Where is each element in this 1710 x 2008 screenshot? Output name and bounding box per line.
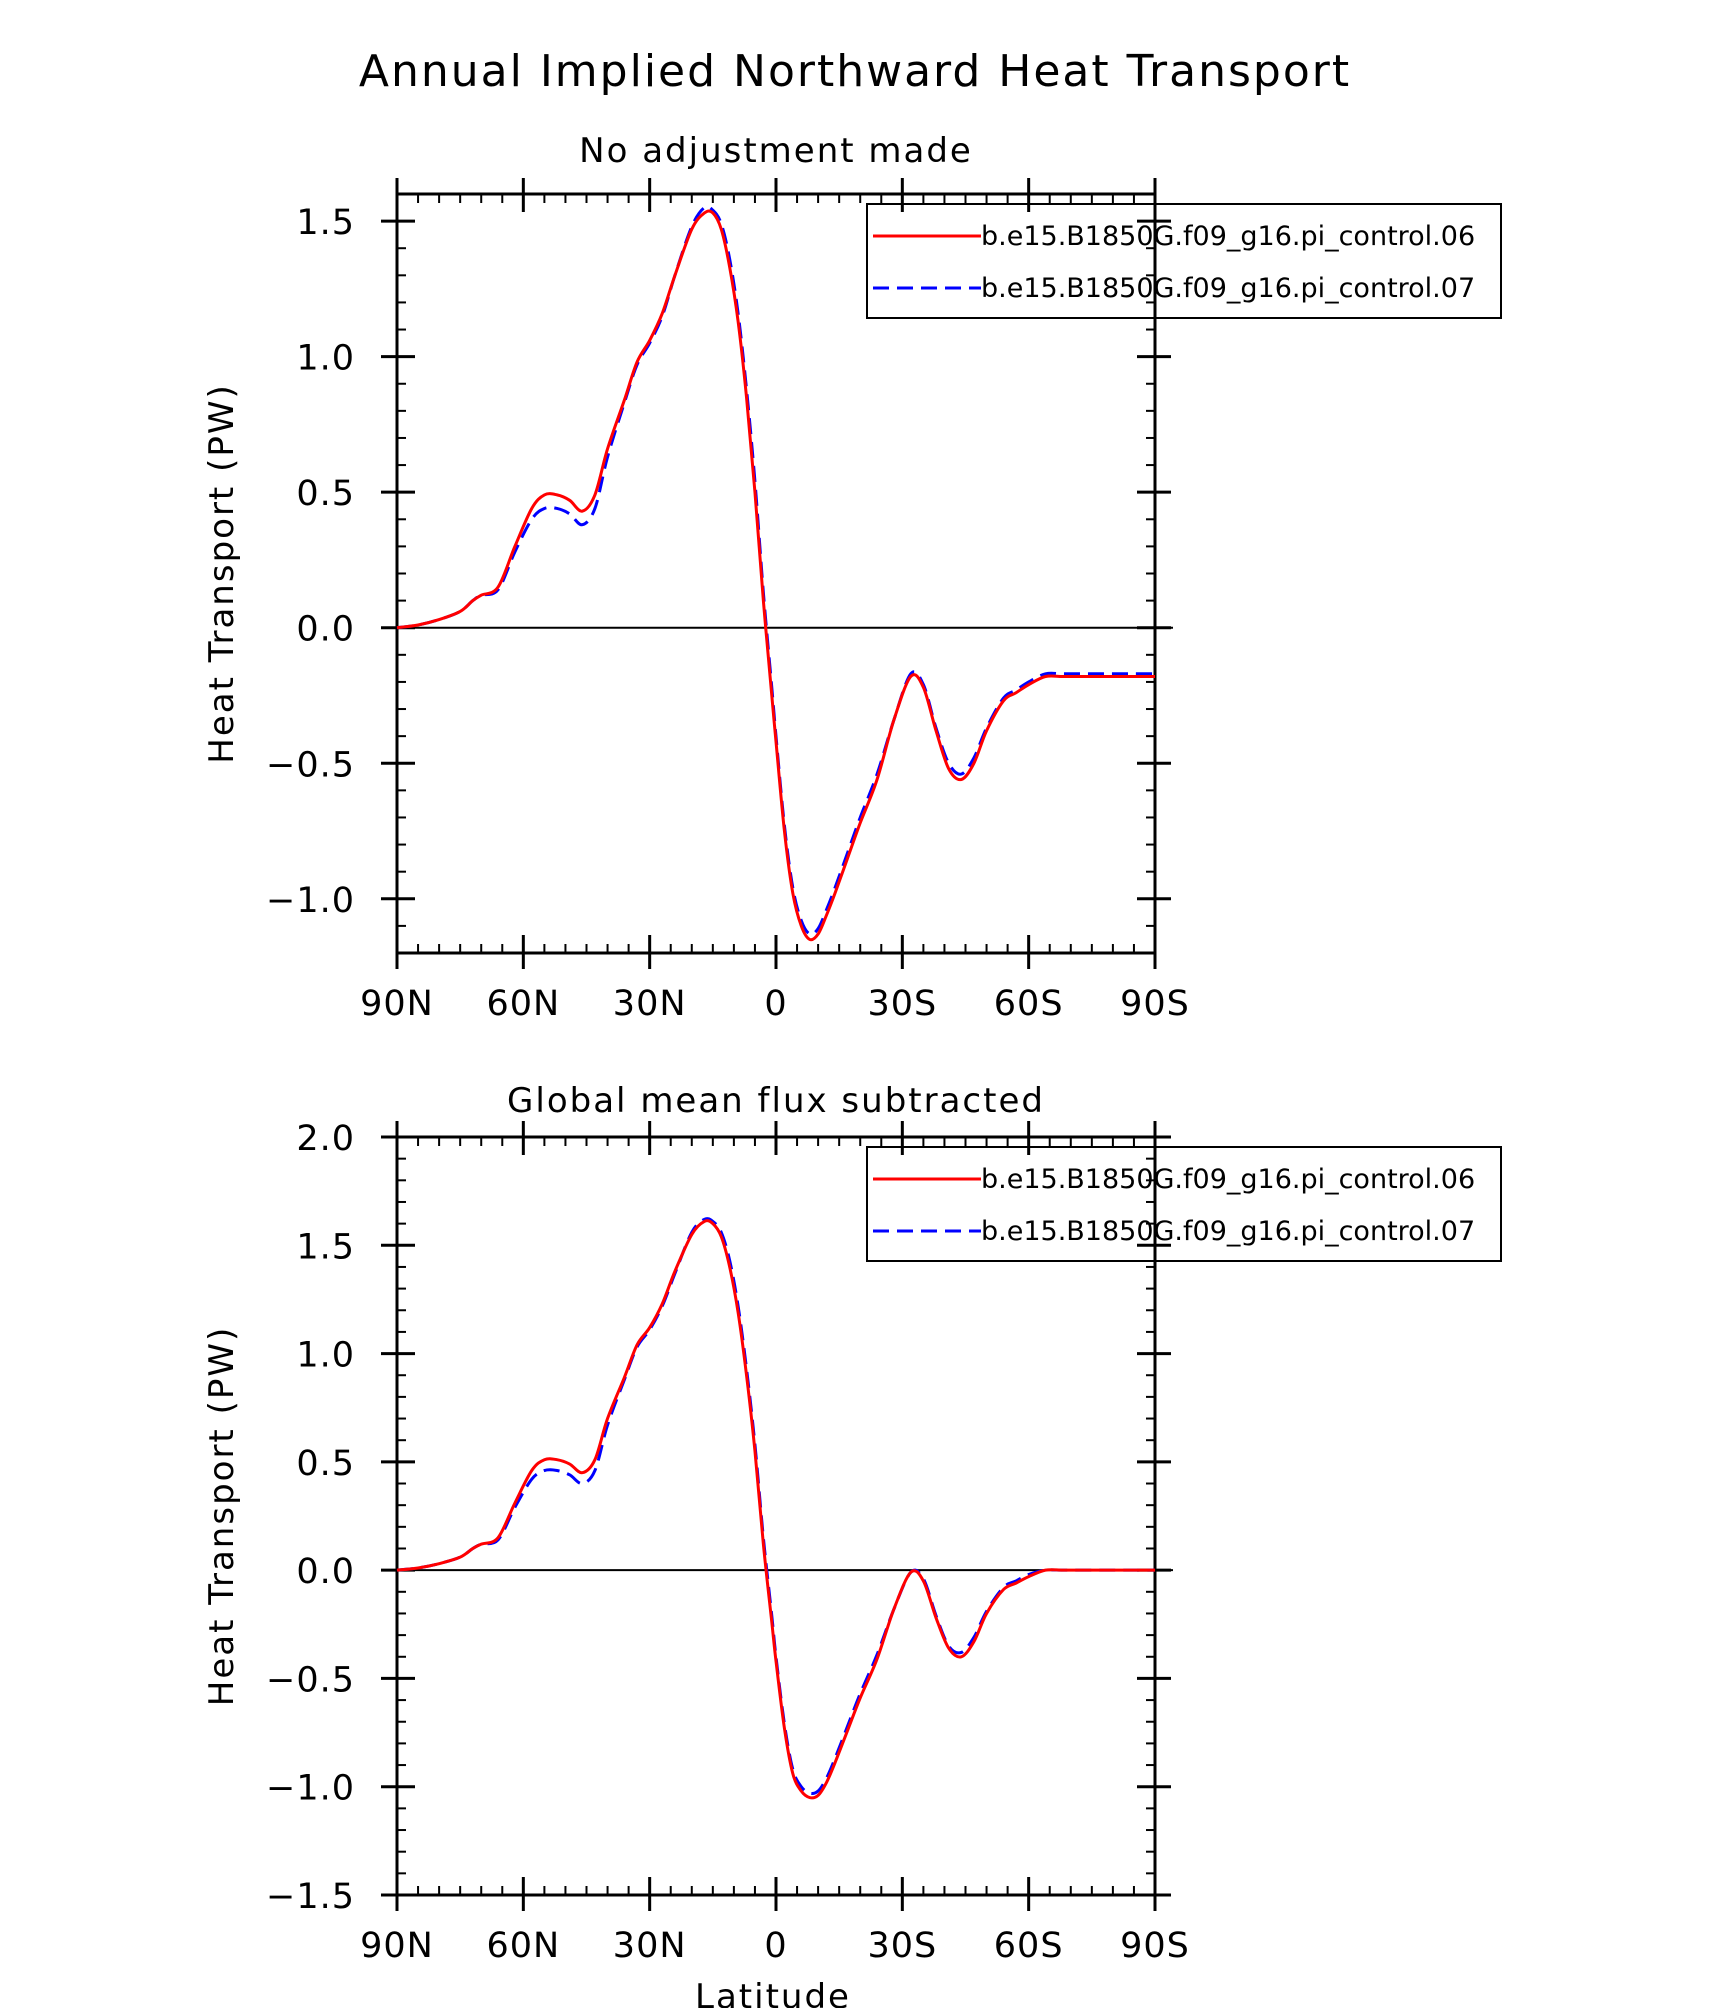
legend-entry: b.e15.B1850G.f09_g16.pi_control.07 <box>981 273 1475 304</box>
y-axis-label: Heat Transport (PW) <box>202 383 242 763</box>
x-tick-label: 60S <box>994 984 1064 1024</box>
x-tick-label: 30S <box>867 1926 937 1966</box>
legend-box <box>866 203 1502 319</box>
y-tick-label: 0.5 <box>296 474 355 514</box>
y-tick-label: 1.0 <box>296 1336 355 1376</box>
series-line-06 <box>396 1219 1155 1800</box>
x-tick-label: 60N <box>486 984 560 1024</box>
panel-global-mean-subtracted: Global mean flux subtracted Heat Transpor… <box>202 1081 1502 1966</box>
subplot-title: Global mean flux subtracted <box>507 1081 1045 1121</box>
x-tick-label: 60S <box>994 1926 1064 1966</box>
x-tick-label: 90S <box>1120 1926 1190 1966</box>
y-tick-label: 0.0 <box>296 1552 355 1592</box>
y-tick-label: −0.5 <box>266 1660 355 1700</box>
x-tick-label: 30N <box>613 1926 687 1966</box>
x-tick-label: 90N <box>360 1926 434 1966</box>
x-tick-label: 0 <box>764 1926 787 1966</box>
x-tick-label: 60N <box>486 1926 560 1966</box>
y-tick-label: 1.0 <box>296 339 355 379</box>
legend-entry: b.e15.B1850G.f09_g16.pi_control.07 <box>981 1216 1475 1247</box>
y-tick-label: 1.5 <box>296 1227 355 1267</box>
legend-box <box>866 1146 1502 1262</box>
x-tick-label: 90N <box>360 984 434 1024</box>
legend-entry: b.e15.B1850G.f09_g16.pi_control.06 <box>981 1164 1475 1195</box>
panel-no-adjustment: No adjustment made Heat Transport (PW) 90N… <box>202 131 1502 1024</box>
y-tick-label: −1.0 <box>266 881 355 921</box>
figure-title: Annual Implied Northward Heat Transport <box>359 46 1351 97</box>
x-tick-label: 0 <box>764 984 787 1024</box>
y-tick-label: 0.0 <box>296 610 355 650</box>
y-tick-label: 2.0 <box>296 1119 355 1159</box>
series-line-07 <box>396 1217 1155 1796</box>
y-axis-label: Heat Transport (PW) <box>202 1326 242 1706</box>
series-line-07 <box>396 204 1155 936</box>
x-tick-label: 30S <box>867 984 937 1024</box>
y-tick-label: 0.5 <box>296 1444 355 1484</box>
x-tick-label: 90S <box>1120 984 1190 1024</box>
subplot-title: No adjustment made <box>579 131 973 171</box>
legend-entry: b.e15.B1850G.f09_g16.pi_control.06 <box>981 221 1475 252</box>
y-tick-label: −1.0 <box>266 1769 355 1809</box>
plot-frame <box>395 192 1157 955</box>
x-tick-label: 30N <box>613 984 687 1024</box>
series-line-06 <box>396 209 1155 942</box>
y-tick-label: 1.5 <box>296 203 355 243</box>
y-tick-label: −0.5 <box>266 745 355 785</box>
y-tick-label: −1.5 <box>266 1877 355 1917</box>
x-axis-label: Latitude <box>695 1977 851 2008</box>
